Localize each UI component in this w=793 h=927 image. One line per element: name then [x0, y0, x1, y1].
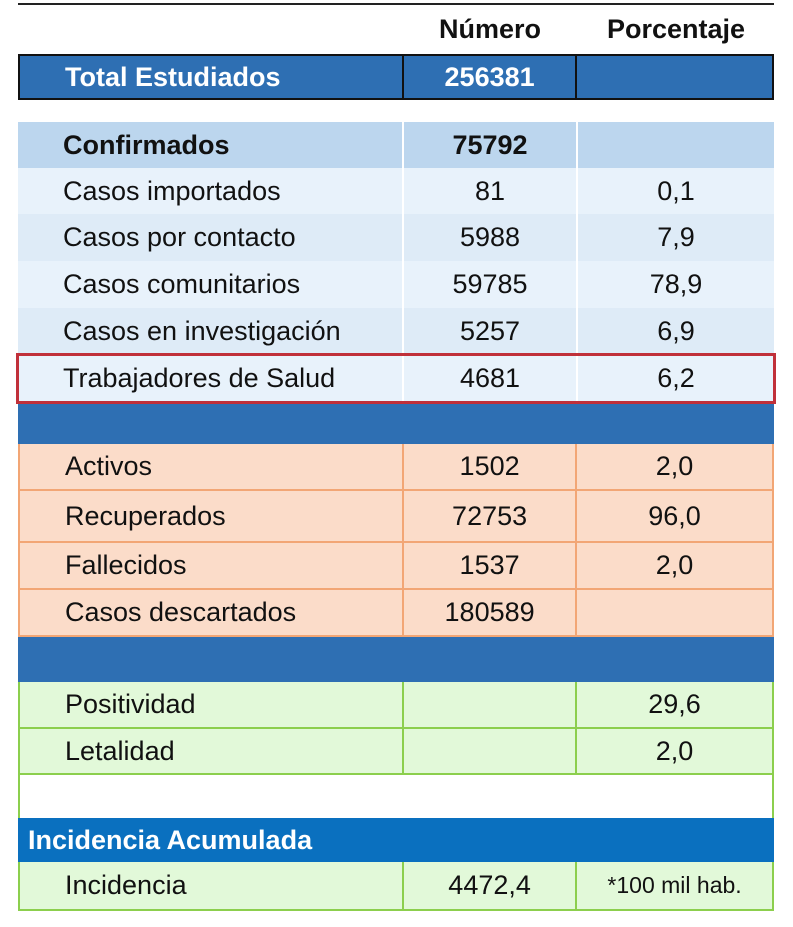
row-numero: 4472,4: [402, 862, 578, 909]
row-label: Casos por contacto: [63, 222, 296, 252]
row-label: Fallecidos: [65, 550, 187, 580]
row-numero: 75792: [402, 122, 578, 168]
total-estudiados-row: Total Estudiados 256381: [18, 54, 774, 100]
table-row: Casos importados 81 0,1: [18, 168, 774, 214]
row-porcentaje: 2,0: [655, 550, 694, 580]
section-divider-bar: [18, 637, 774, 682]
row-label: Positividad: [65, 689, 196, 719]
table-row: Letalidad 2,0: [18, 729, 774, 775]
row-unit-note: *100 mil hab.: [607, 872, 742, 898]
confirmados-header-row: Confirmados 75792: [18, 122, 774, 168]
row-numero: 5988: [402, 214, 578, 261]
table-row: Casos descartados 180589: [18, 590, 774, 637]
row-porcentaje: 96,0: [648, 500, 701, 531]
row-label: Confirmados: [63, 129, 230, 160]
row-porcentaje: 29,6: [648, 689, 701, 719]
row-label: Incidencia: [65, 870, 187, 900]
table-row: Casos por contacto 5988 7,9: [18, 214, 774, 261]
row-numero: 81: [402, 168, 578, 214]
row-porcentaje: [577, 590, 772, 635]
row-label: Recuperados: [65, 500, 226, 531]
row-porcentaje: 0,1: [657, 175, 695, 206]
row-numero: 59785: [402, 261, 578, 308]
row-label: Casos importados: [63, 175, 281, 206]
row-porcentaje: 2,0: [655, 735, 694, 766]
spacer-row: [18, 775, 774, 818]
row-numero: 256381: [402, 56, 578, 98]
section-divider-bar: [18, 404, 774, 444]
row-porcentaje: 6,2: [657, 363, 695, 393]
column-header-numero: Número: [438, 14, 541, 44]
row-numero: 1537: [402, 543, 578, 588]
table-row: Recuperados 72753 96,0: [18, 491, 774, 543]
row-porcentaje: [577, 56, 772, 98]
row-porcentaje: 6,9: [657, 316, 695, 346]
table-row: Casos comunitarios 59785 78,9: [18, 261, 774, 308]
top-rule: [18, 3, 774, 5]
row-porcentaje: [578, 122, 774, 168]
row-label: Letalidad: [65, 735, 175, 766]
incidencia-section-title: Incidencia Acumulada: [18, 818, 774, 862]
row-porcentaje: 7,9: [657, 222, 695, 252]
incidencia-row: Incidencia 4472,4 *100 mil hab.: [18, 862, 774, 911]
column-header-porcentaje: Porcentaje: [606, 14, 746, 44]
table-row: Casos en investigación 5257 6,9: [18, 308, 774, 355]
row-numero: 4681: [402, 355, 578, 402]
row-numero: 5257: [402, 308, 578, 355]
row-label: Trabajadores de Salud: [63, 363, 336, 393]
row-porcentaje: 78,9: [649, 269, 703, 299]
row-porcentaje: 2,0: [655, 451, 694, 481]
row-label: Casos en investigación: [63, 316, 341, 346]
table-row: Fallecidos 1537 2,0: [18, 543, 774, 590]
row-label: Activos: [65, 451, 153, 481]
highlighted-row-trabajadores-salud: Trabajadores de Salud 4681 6,2: [16, 353, 776, 404]
row-numero: [402, 682, 578, 727]
row-label: Total Estudiados: [65, 61, 281, 92]
table-row: Positividad 29,6: [18, 682, 774, 729]
row-numero: 1502: [402, 444, 578, 489]
row-label: Casos comunitarios: [63, 269, 301, 299]
row-label: Casos descartados: [65, 597, 297, 627]
row-numero: 180589: [402, 590, 578, 635]
row-numero: 72753: [402, 491, 578, 541]
row-numero: [402, 729, 578, 773]
table-row: Activos 1502 2,0: [18, 444, 774, 491]
